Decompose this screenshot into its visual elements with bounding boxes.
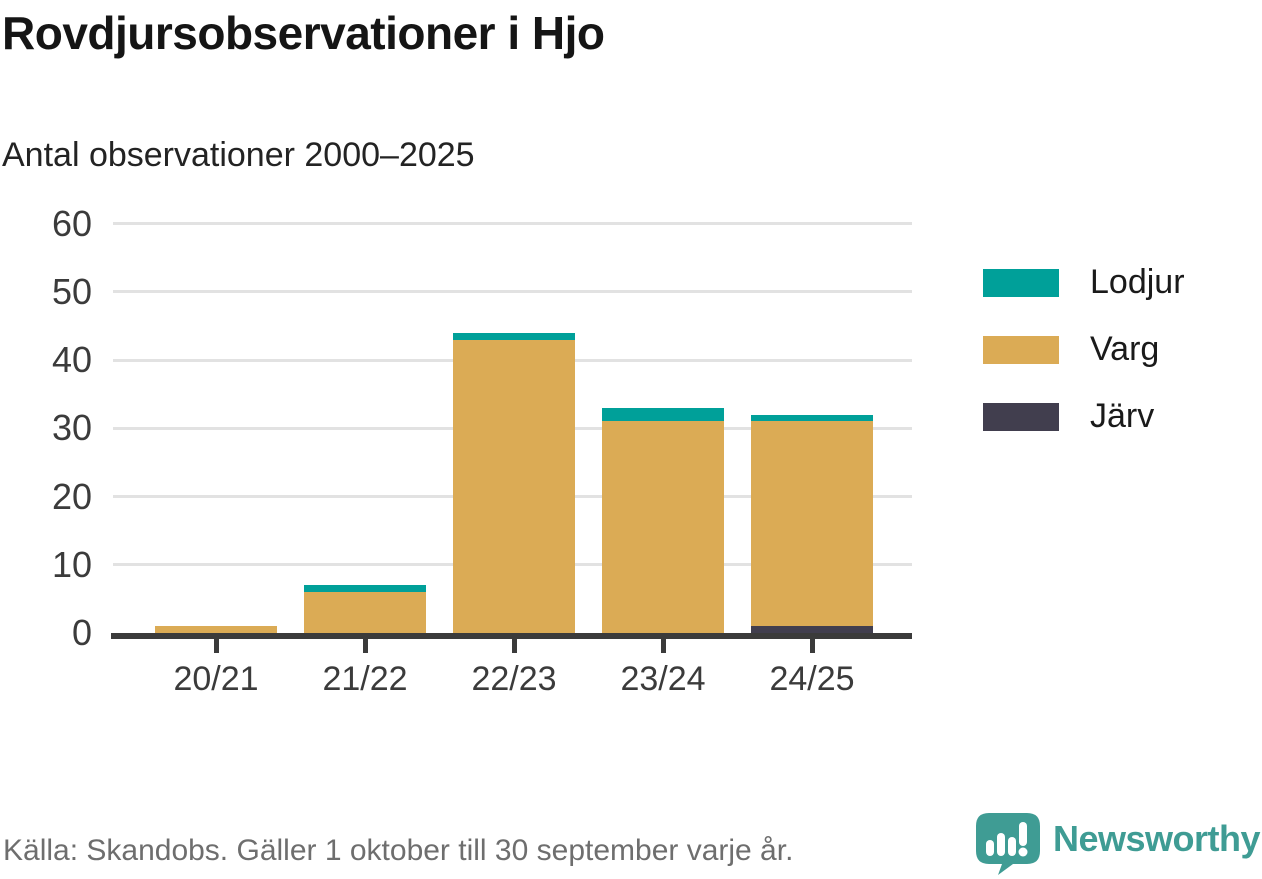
legend-swatch-varg xyxy=(983,335,1059,364)
bar-23-24-varg xyxy=(602,421,724,633)
newsworthy-logo-icon xyxy=(975,813,1040,875)
x-tick-label: 20/21 xyxy=(173,660,259,698)
x-tick-label: 22/23 xyxy=(471,660,557,698)
bar-20-21-varg xyxy=(155,626,277,633)
bar-24-25-järv xyxy=(751,626,873,633)
legend-swatch-järv xyxy=(983,402,1059,431)
chart-subtitle: Antal observationer 2000–2025 xyxy=(2,136,475,174)
brand-logo: Newsworthy xyxy=(975,812,1261,876)
x-tick-mark xyxy=(511,639,517,653)
legend-label: Järv xyxy=(1090,397,1155,435)
bar-22-23-lodjur xyxy=(453,332,575,340)
legend-item-järv: Järv xyxy=(983,397,1185,436)
x-tick-mark xyxy=(213,639,219,653)
bar-21-22-lodjur xyxy=(304,585,426,593)
chart-title: Rovdjursobservationer i Hjo xyxy=(2,7,605,59)
legend-item-varg: Varg xyxy=(983,330,1185,369)
legend-label: Lodjur xyxy=(1090,263,1185,301)
bar-23-24-lodjur xyxy=(602,407,724,422)
y-tick-label: 20 xyxy=(51,475,92,517)
legend: Lodjur Varg Järv xyxy=(983,263,1185,464)
legend-item-lodjur: Lodjur xyxy=(983,263,1185,302)
y-tick-label: 0 xyxy=(71,612,92,653)
legend-swatch-lodjur xyxy=(983,268,1059,297)
x-tick-mark xyxy=(362,639,368,653)
x-tick-mark xyxy=(660,639,666,653)
x-axis-line xyxy=(111,633,912,639)
gridline-60 xyxy=(113,222,912,225)
bar-21-22-varg xyxy=(304,592,426,633)
x-tick-label: 24/25 xyxy=(769,660,855,698)
legend-label: Varg xyxy=(1090,330,1160,368)
y-tick-label: 50 xyxy=(51,270,92,312)
gridline-50 xyxy=(113,290,912,294)
brand-name: Newsworthy xyxy=(1052,818,1261,859)
bar-24-25-lodjur xyxy=(751,414,873,422)
y-tick-label: 40 xyxy=(51,339,92,380)
y-tick-label: 10 xyxy=(51,543,92,585)
y-tick-label: 30 xyxy=(51,407,92,449)
source-note: Källa: Skandobs. Gäller 1 oktober till 3… xyxy=(3,834,794,867)
x-tick-label: 21/22 xyxy=(322,660,408,698)
bar-24-25-varg xyxy=(751,421,873,627)
bar-22-23-varg xyxy=(453,339,575,633)
y-tick-label: 60 xyxy=(51,202,92,244)
x-tick-mark xyxy=(809,639,815,653)
x-tick-label: 23/24 xyxy=(620,660,706,698)
